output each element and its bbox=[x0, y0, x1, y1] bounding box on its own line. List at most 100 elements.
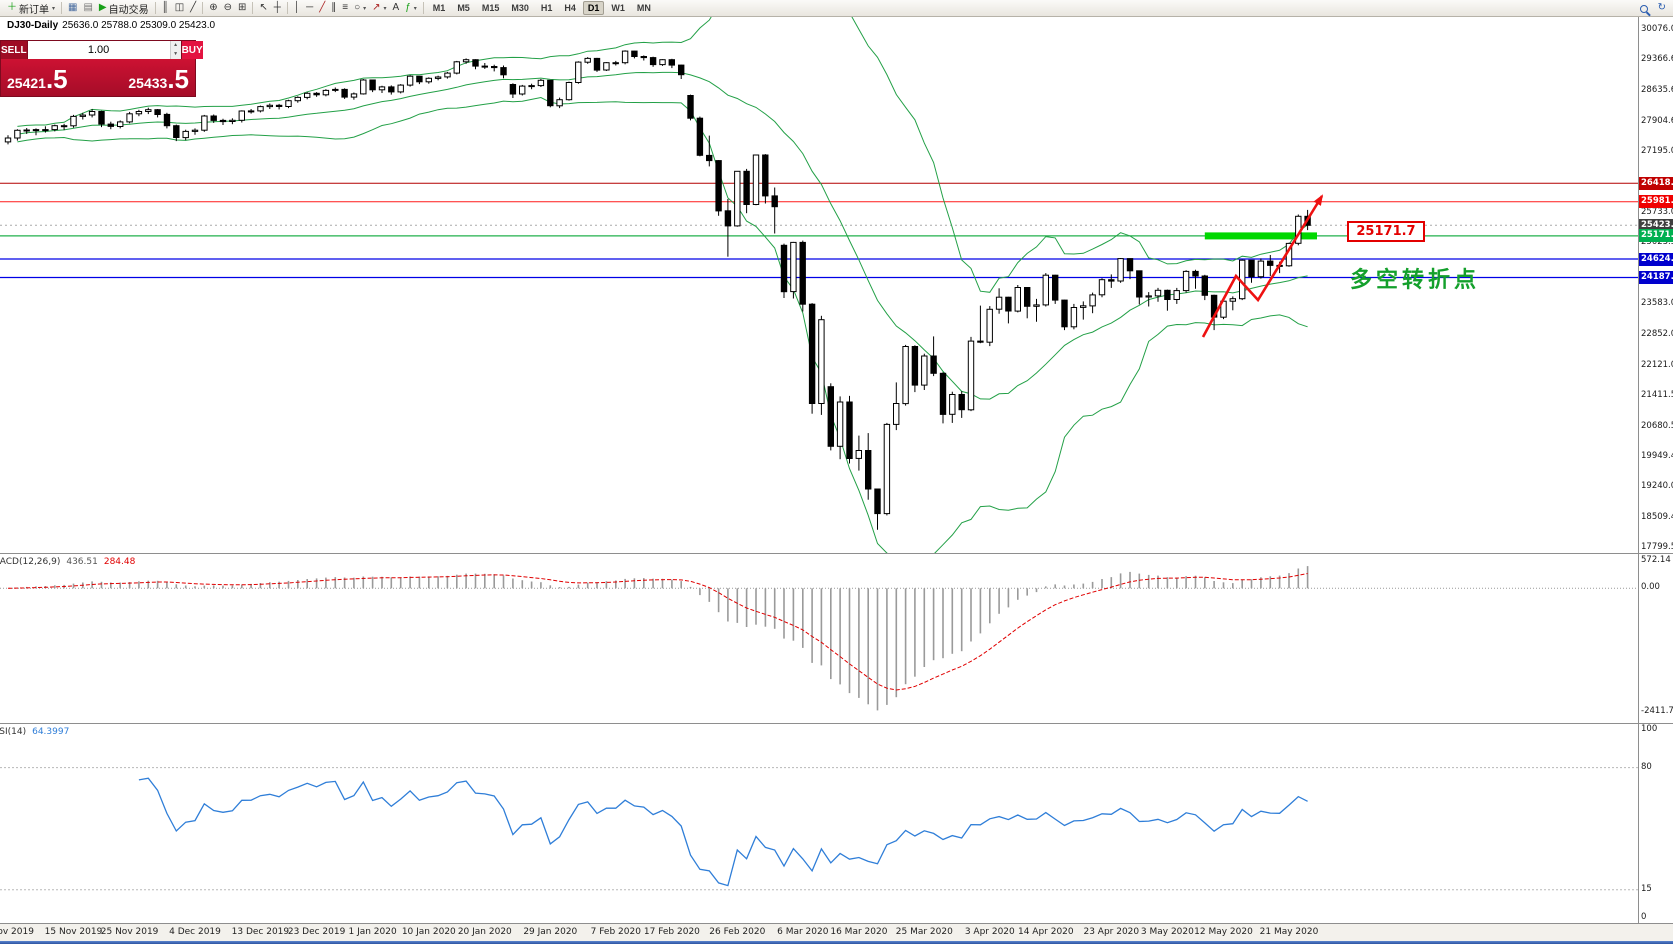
volume-increase-button[interactable]: ▲ bbox=[170, 41, 181, 50]
axis-tick-label: 572.14 bbox=[1641, 555, 1671, 565]
time-axis-label: 16 Mar 2020 bbox=[830, 927, 888, 937]
auto-trading-icon: ▶ bbox=[98, 2, 107, 13]
macd-indicator-panel[interactable]: MACD(12,26,9) 436.51 284.48 bbox=[0, 553, 1638, 723]
chart-symbol-period: DJ30-Daily bbox=[7, 20, 59, 31]
macd-svg bbox=[0, 566, 1638, 711]
vertical-line-tool[interactable]: │ bbox=[291, 0, 303, 16]
time-axis-label: 1 Jan 2020 bbox=[348, 927, 397, 937]
panel-separator bbox=[1639, 553, 1673, 554]
timeframe-d1-button[interactable]: D1 bbox=[582, 1, 605, 15]
tile-windows-icon: ⊞ bbox=[237, 2, 247, 13]
price-level-annotation[interactable]: 25171.7 bbox=[1347, 221, 1425, 242]
axis-tick-label: 15 bbox=[1641, 883, 1652, 894]
price-badge: 25171.7 bbox=[1639, 229, 1673, 243]
profiles-icon-icon: ▤ bbox=[83, 2, 93, 13]
axis-tick-label: 27195.0 bbox=[1641, 145, 1673, 156]
time-axis-label: 6 Mar 2020 bbox=[777, 927, 829, 937]
new-order-button[interactable]: ＋新订单 ▾ bbox=[4, 0, 58, 16]
price-badge: 24187.5 bbox=[1639, 271, 1673, 284]
price-badge: 24624.9 bbox=[1639, 252, 1673, 266]
zoom-in-icon: ⊕ bbox=[209, 2, 218, 13]
shapes-tool[interactable]: ○ ▾ bbox=[351, 0, 369, 16]
new-order-button-label: 新订单 bbox=[19, 4, 49, 16]
buy-price-main: 25433 bbox=[128, 75, 168, 91]
timeframe-m1-button[interactable]: M1 bbox=[432, 3, 446, 13]
time-axis-label: 10 Jan 2020 bbox=[401, 927, 456, 937]
refresh-icon[interactable]: ↻ bbox=[1655, 0, 1669, 16]
time-axis-label: 4 Dec 2019 bbox=[169, 927, 221, 937]
tile-windows-button[interactable]: ⊞ bbox=[235, 0, 249, 16]
caret-down-icon: ▾ bbox=[363, 5, 367, 12]
macd-label: MACD(12,26,9) 436.51 284.48 bbox=[0, 557, 135, 567]
time-axis-label: 12 May 2020 bbox=[1194, 927, 1253, 937]
time-axis-label: 17 Feb 2020 bbox=[643, 927, 700, 937]
zoom-out-button[interactable]: ⊖ bbox=[221, 0, 235, 16]
trendline-tool[interactable]: ╱ bbox=[316, 0, 328, 16]
macd-main-value: 436.51 bbox=[66, 557, 98, 567]
time-axis-label: 3 Apr 2020 bbox=[964, 927, 1015, 937]
text-tool-icon: A bbox=[392, 2, 400, 13]
buy-price-big: .5 bbox=[167, 64, 189, 94]
axis-tick-label: 27904.6 bbox=[1641, 115, 1673, 126]
channel-tool[interactable]: ∥ bbox=[328, 0, 339, 16]
text-tool[interactable]: A bbox=[390, 0, 403, 16]
volume-input[interactable] bbox=[27, 41, 170, 59]
time-axis-label: 25 Nov 2019 bbox=[100, 927, 159, 937]
rsi-label: RSI(14) 64.3997 bbox=[0, 727, 69, 737]
axis-tick-label: 29366.6 bbox=[1641, 53, 1673, 64]
zoom-in-button[interactable]: ⊕ bbox=[206, 0, 220, 16]
arrow-tool[interactable]: ↗ ▾ bbox=[369, 0, 389, 16]
volume-decrease-button[interactable]: ▼ bbox=[170, 50, 181, 59]
auto-trading-button-label: 自动交易 bbox=[108, 4, 149, 16]
timeframe-h4-button[interactable]: H4 bbox=[564, 3, 576, 13]
shapes-tool-icon: ○ bbox=[354, 2, 361, 13]
axis-tick-label: 22121.0 bbox=[1641, 359, 1673, 370]
sell-price: 25421.5 bbox=[7, 66, 68, 93]
chart-ohlc-values: 25636.0 25788.0 25309.0 25423.0 bbox=[62, 20, 216, 31]
toolbar-separator bbox=[61, 2, 63, 14]
trade-controls-row: SELL ▲ ▼ BUY bbox=[1, 41, 203, 59]
fibonacci-tool[interactable]: ≡ bbox=[339, 0, 351, 16]
chart-window-icon[interactable]: ▦ bbox=[65, 0, 80, 16]
axis-tick-label: 23583.0 bbox=[1641, 298, 1673, 308]
bottom-border bbox=[0, 941, 1673, 944]
trendline-tool-icon: ╱ bbox=[319, 2, 326, 13]
sell-button[interactable]: SELL bbox=[1, 41, 28, 59]
timeframe-mn-button[interactable]: MN bbox=[636, 3, 651, 13]
search-icon[interactable] bbox=[1636, 0, 1655, 16]
axis-tick-label: 30076.0 bbox=[1641, 24, 1673, 34]
bar-chart-type-button[interactable]: ║ bbox=[159, 0, 172, 16]
axis-tick-label: 0 bbox=[1641, 912, 1647, 922]
turning-point-annotation[interactable]: 多空转折点 bbox=[1350, 267, 1481, 292]
rsi-svg bbox=[0, 767, 1638, 891]
timeframe-m30-button[interactable]: M30 bbox=[511, 3, 529, 13]
horizontal-line-tool[interactable]: ─ bbox=[303, 0, 316, 16]
profiles-icon[interactable]: ▤ bbox=[80, 0, 95, 16]
chart-title: DJ30-Daily 25636.0 25788.0 25309.0 25423.… bbox=[7, 20, 215, 31]
cursor-button[interactable]: ↖ bbox=[256, 0, 270, 16]
timeframe-m15-button[interactable]: M15 bbox=[481, 3, 500, 13]
buy-button[interactable]: BUY bbox=[180, 41, 203, 59]
refresh-icon: ↻ bbox=[1657, 2, 1666, 13]
time-axis-label: 23 Apr 2020 bbox=[1083, 927, 1140, 937]
timeframe-m5-button[interactable]: M5 bbox=[457, 3, 470, 13]
time-axis-label: 21 May 2020 bbox=[1259, 927, 1319, 937]
rsi-indicator-panel[interactable]: RSI(14) 64.3997 bbox=[0, 723, 1638, 923]
crosshair-button[interactable]: ┼ bbox=[271, 0, 284, 16]
time-axis-label: 26 Feb 2020 bbox=[709, 927, 766, 937]
macd-name: MACD(12,26,9) bbox=[0, 557, 61, 567]
line-chart-type-button[interactable]: ╱ bbox=[187, 0, 199, 16]
auto-trading-button[interactable]: ▶ 自动交易 bbox=[96, 0, 152, 16]
caret-down-icon: ▾ bbox=[383, 5, 387, 12]
timeframe-h1-button[interactable]: H1 bbox=[540, 3, 553, 13]
timeframe-w1-button[interactable]: W1 bbox=[611, 3, 625, 13]
axis-tick-label: 19949.4 bbox=[1641, 451, 1673, 462]
indicators-button[interactable]: ƒ ▾ bbox=[402, 0, 420, 16]
candlestick-type-button[interactable]: ◫ bbox=[172, 0, 187, 16]
rsi-value: 64.3997 bbox=[32, 727, 70, 737]
panel-separator bbox=[1639, 723, 1673, 724]
candlestick-type-icon: ◫ bbox=[174, 2, 185, 13]
volume-spinner: ▲ ▼ bbox=[169, 41, 181, 59]
